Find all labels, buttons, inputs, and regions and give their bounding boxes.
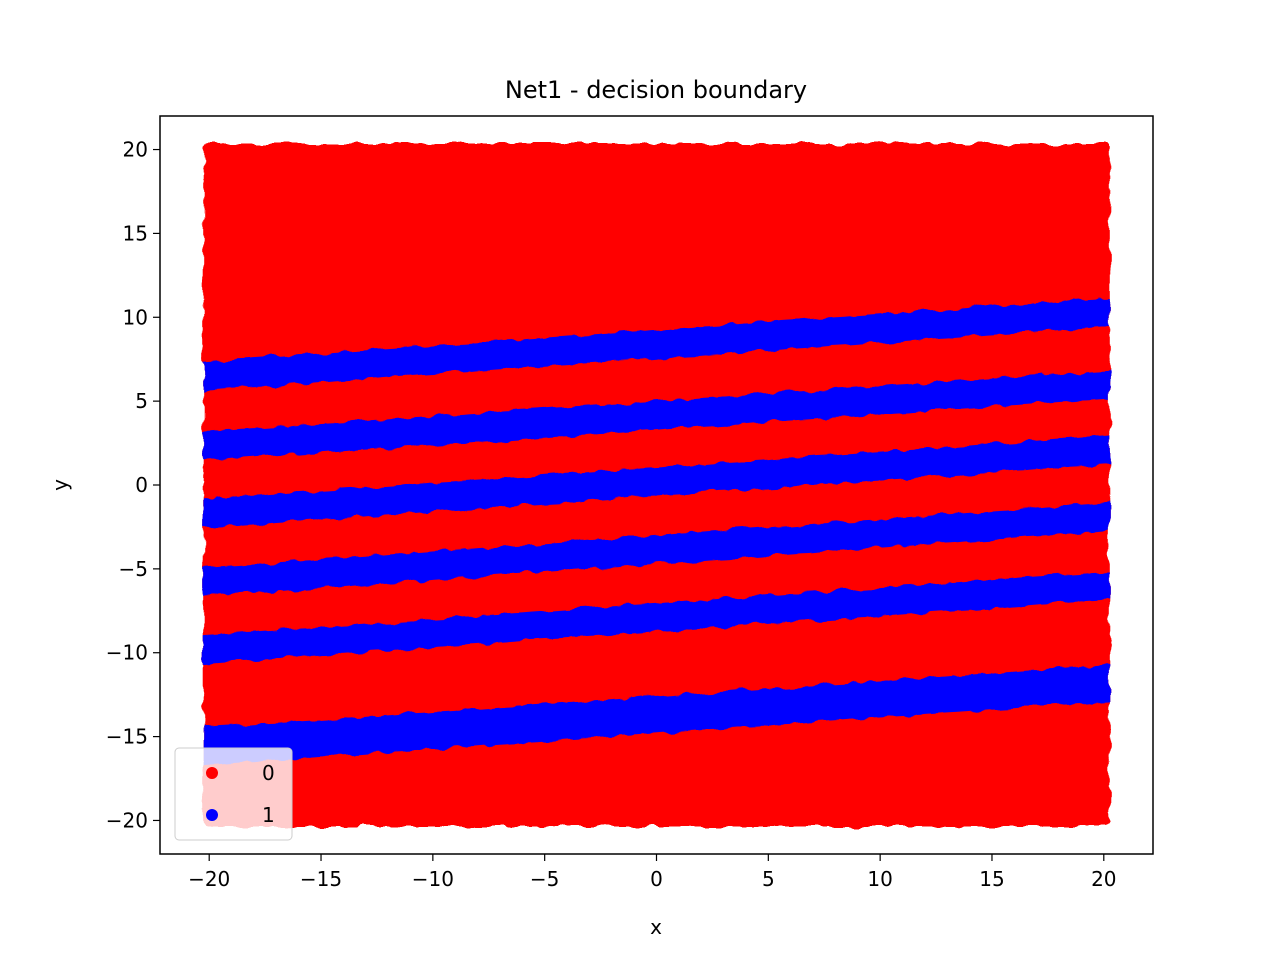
y-tick-label: 15	[123, 221, 148, 245]
legend-marker-0	[206, 767, 218, 779]
chart-title: Net1 - decision boundary	[505, 76, 807, 104]
y-tick-label: 10	[123, 305, 148, 329]
y-tick-label: −5	[119, 557, 148, 581]
x-tick-label: 0	[650, 867, 663, 891]
x-tick-label: −20	[188, 867, 230, 891]
legend-label-1: 1	[262, 803, 275, 827]
x-tick-label: 20	[1091, 867, 1116, 891]
y-tick-label: −10	[106, 641, 148, 665]
x-axis-label: x	[650, 915, 662, 939]
x-tick-label: −5	[530, 867, 559, 891]
legend-marker-1	[206, 809, 218, 821]
legend-label-0: 0	[262, 761, 275, 785]
legend: 0 1	[174, 747, 293, 841]
x-tick-label: −10	[412, 867, 454, 891]
series-1-band-5	[203, 571, 1110, 664]
legend-box	[174, 747, 293, 841]
x-tick-label: 15	[979, 867, 1004, 891]
y-tick-label: 20	[123, 138, 148, 162]
x-tick-label: −15	[300, 867, 342, 891]
series-1-points	[203, 297, 1110, 766]
x-axis-ticks: −20 −15 −10 −5 0 5 10 15 20	[188, 854, 1117, 891]
y-axis-ticks: −20 −15 −10 −5 0 5 10 15 20	[106, 138, 160, 832]
series-1-band-6	[203, 664, 1110, 766]
series-1-band-2	[203, 370, 1110, 461]
plot-area	[203, 143, 1110, 827]
series-1-band-4	[203, 502, 1110, 597]
x-tick-label: 10	[867, 867, 892, 891]
y-axis-label: y	[48, 479, 72, 491]
series-1-band-1	[203, 297, 1110, 391]
x-tick-label: 5	[762, 867, 775, 891]
y-tick-label: −15	[106, 725, 148, 749]
series-1-band-3	[203, 435, 1110, 528]
y-tick-label: −20	[106, 808, 148, 832]
y-tick-label: 0	[135, 473, 148, 497]
y-tick-label: 5	[135, 389, 148, 413]
